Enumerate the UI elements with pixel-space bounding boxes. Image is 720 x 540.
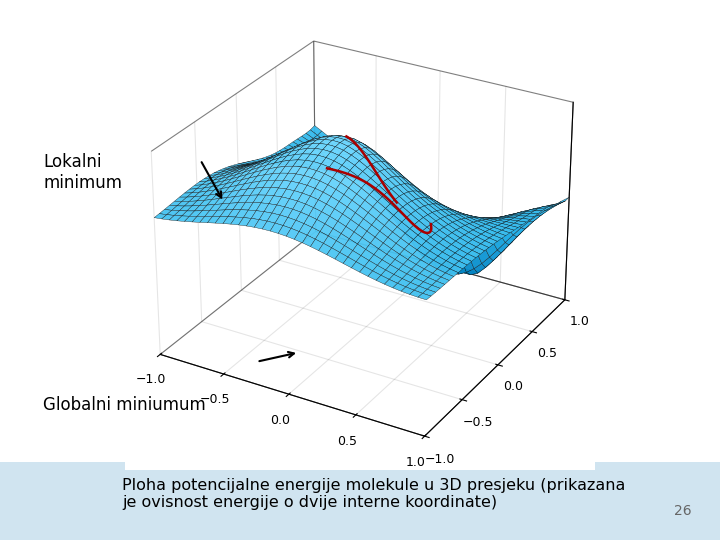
Text: Ploha potencijalne energije molekule u 3D presjeku (prikazana
je ovisnost energi: Ploha potencijalne energije molekule u 3… (122, 478, 626, 510)
Text: Lokalni
minimum: Lokalni minimum (43, 153, 122, 192)
Text: Globalni miniumum: Globalni miniumum (43, 396, 206, 414)
Text: 26: 26 (674, 504, 691, 518)
